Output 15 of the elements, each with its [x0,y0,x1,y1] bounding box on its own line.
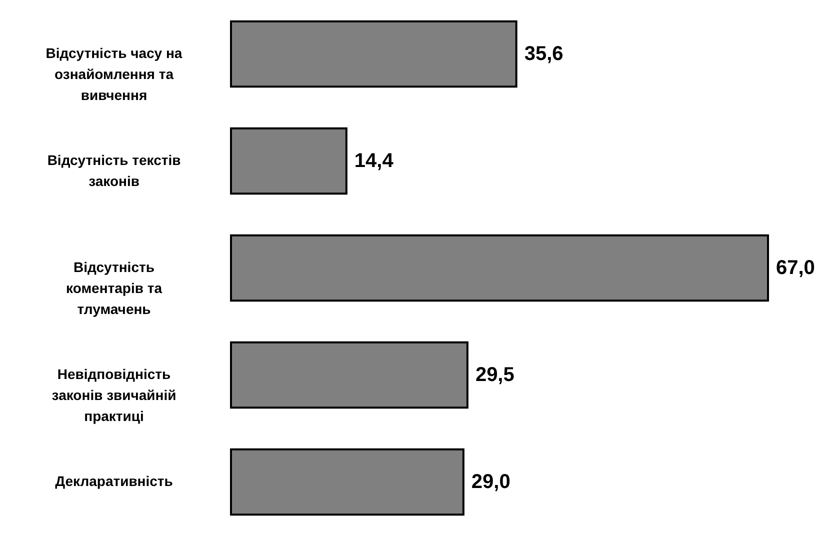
bar [230,341,468,409]
bar [230,448,464,516]
y-tick-label: Декларативність [55,472,174,489]
y-tick-label: Відсутність часу на ознайомлення та вивчення [46,45,182,104]
data-label: 14,4 [354,150,394,172]
y-tick-label: Відсутність текстів законів [47,152,182,190]
data-label: 29,5 [475,364,514,386]
bar [230,20,518,88]
data-label: 67,0 [776,257,815,279]
bar [230,127,348,195]
data-label: 29,0 [471,470,510,493]
bar [230,234,769,302]
data-label: 35,6 [524,43,564,66]
y-tick-label: Невідповідність законів звичайній практиці [52,366,176,424]
y-tick-label: Відсутність коментарів та тлумачень [66,259,162,317]
